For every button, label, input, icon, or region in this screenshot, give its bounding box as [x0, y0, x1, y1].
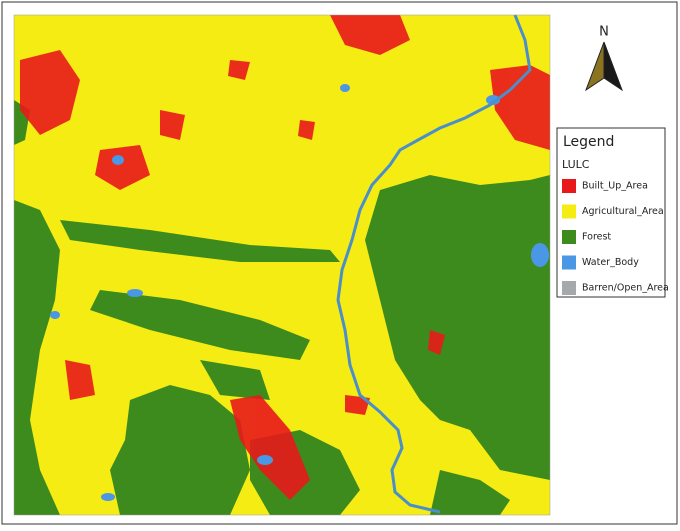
legend-label: Barren/Open_Area [582, 283, 669, 294]
arrow-right [603, 41, 624, 92]
legend-title: Legend [563, 134, 614, 150]
legend: Legend LULC Built_Up_Area Agricultural_Ar… [556, 127, 669, 298]
river [336, 14, 532, 514]
built-up-areas [20, 15, 550, 500]
north-arrow: N [584, 25, 624, 92]
legend-label: Built_Up_Area [582, 181, 648, 192]
legend-swatch [562, 230, 576, 244]
legend-swatch [562, 281, 576, 295]
water-bodies [50, 84, 549, 501]
lulc-map [13, 14, 551, 516]
map-border [13, 14, 551, 516]
legend-label: Agricultural_Area [582, 206, 664, 217]
legend-subtitle: LULC [562, 158, 590, 171]
legend-label: Water_Body [582, 257, 639, 268]
legend-swatch [562, 179, 576, 193]
legend-swatch [562, 204, 576, 219]
legend-label: Forest [582, 232, 611, 243]
legend-swatch [562, 255, 576, 270]
north-label: N [599, 25, 609, 40]
